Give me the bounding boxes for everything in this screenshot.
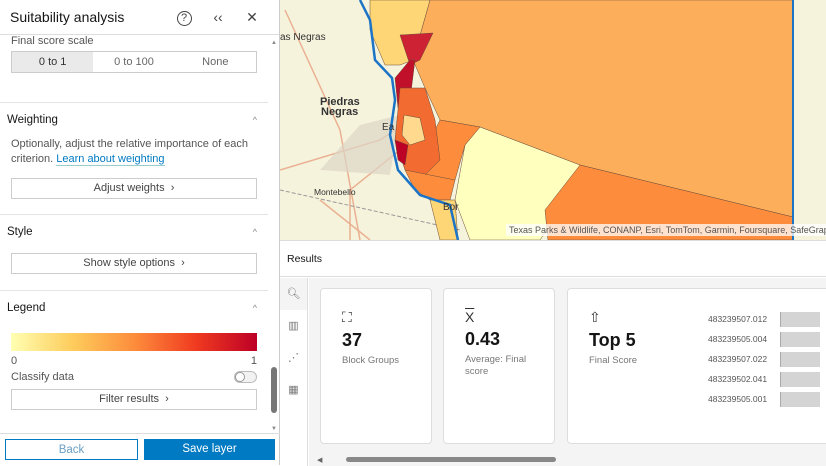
map-label-montebello: Montebello [314,187,356,197]
scroll-left-arrow[interactable]: ◀ [317,457,323,464]
top-five-card: ⇧ Top 5 Final Score 483239507.012 483239… [567,288,826,444]
average-score-label: Average: Final score [465,354,527,377]
collapse-icon[interactable]: ‹‹ [213,9,223,25]
style-title: Style [7,226,33,238]
polygon [544,164,794,240]
scale-option-0-100[interactable]: 0 to 100 [114,56,154,68]
score-bar [780,331,820,347]
block-group-polygons [369,0,794,240]
style-header[interactable]: Style ^ [7,215,257,249]
legend-header[interactable]: Legend ^ [7,291,257,325]
score-scale-control[interactable]: 0 to 1 0 to 100 None [11,51,257,73]
score-bar [780,351,820,367]
map-attribution: Texas Parks & Wildlife, CONANP, Esri, To… [506,224,826,236]
row-id: 483239502.041 [708,374,768,384]
polygon [401,114,426,146]
map-canvas: as Negras Piedras Negras Ea Montebello B… [280,0,794,240]
map-label-piedras: Piedras [320,96,360,108]
polygon [394,139,409,166]
close-icon[interactable]: ✕ [246,8,258,25]
weighting-section: Weighting ^ Optionally, adjust the relati… [0,103,268,215]
weighting-header[interactable]: Weighting ^ [7,103,257,137]
scale-option-none[interactable]: None [202,56,229,68]
railway-line [280,189,461,231]
score-scale-section: Final score scale 0 to 1 0 to 100 None [0,35,268,103]
legend-min: 0 [11,355,18,367]
scatter-plot-icon[interactable]: ⋰ [288,352,299,364]
legend-section: Legend ^ 0 1 Classify data Filter results … [0,291,268,433]
row-id: 483239507.012 [708,314,768,324]
results-horizontal-scrollbar[interactable] [346,457,556,462]
side-panel: Suitability analysis ? ‹‹ ✕ Final score … [0,0,280,465]
panel-title: Suitability analysis [10,9,125,25]
row-id: 483239507.022 [708,354,768,364]
top-five-value: Top 5 [589,330,636,350]
legend-color-ramp [11,333,257,351]
block-groups-card: ⛶ 37 Block Groups [320,288,432,444]
rio-grande-river [358,0,460,240]
chevron-up-icon[interactable]: ^ [252,115,257,125]
legend-title: Legend [7,302,46,314]
top-row: 483239505.001 [708,389,820,409]
results-title: Results [280,241,826,277]
results-toolbar: 🔍︎ ▥ ⋰ ▦ [280,278,308,466]
top-five-label: Final Score [589,355,638,366]
learn-weighting-link[interactable]: Learn about weighting [56,153,165,166]
row-id: 483239505.004 [708,334,768,344]
map-view[interactable]: as Negras Piedras Negras Ea Montebello B… [280,0,826,240]
results-panel: Results 🔍︎ ▥ ⋰ ▦ ⛶ 37 Block Groups X 0.4… [280,240,826,466]
legend-max: 1 [250,355,257,367]
map-label-las-negras: as Negras [280,32,326,43]
classify-data-toggle[interactable] [234,371,257,383]
classify-data-label: Classify data [11,371,74,383]
score-bar [780,391,820,407]
map-label-negras: Negras [321,106,358,118]
map-label-border: Bor [443,202,459,213]
panel-scrollbar[interactable]: ▲ ▼ [271,40,277,432]
save-layer-button[interactable]: Save layer [144,439,275,460]
chevron-up-icon[interactable]: ^ [252,303,257,313]
adjust-weights-button[interactable]: Adjust weights › [11,178,257,199]
top-row: 483239505.004 [708,329,820,349]
filter-results-button[interactable]: Filter results › [11,389,257,410]
average-score-value: 0.43 [465,329,501,349]
polygon [399,32,434,66]
map-label-eagle-pass: Ea [382,122,395,133]
scale-option-0-1[interactable]: 0 to 1 [12,52,94,72]
panel-header: Suitability analysis ? ‹‹ ✕ [0,0,279,35]
block-groups-label: Block Groups [342,355,400,366]
table-icon[interactable]: ▦ [288,384,299,396]
bar-chart-icon[interactable]: ▥ [288,320,299,332]
top-row: 483239507.022 [708,349,820,369]
panel-scrollbar-thumb[interactable] [271,367,277,413]
zoom-summary-icon[interactable]: 🔍︎ [280,278,307,310]
results-cards: ⛶ 37 Block Groups X 0.43 Average: Final … [309,278,826,466]
back-button[interactable]: Back [5,439,138,460]
mean-x-bar-icon: X [465,309,475,325]
weighting-description: Optionally, adjust the relative importan… [11,138,249,165]
style-section: Style ^ Show style options › [0,215,268,291]
weighting-title: Weighting [7,114,58,126]
average-score-card: X 0.43 Average: Final score [443,288,555,444]
row-id: 483239505.001 [708,394,768,404]
block-groups-value: 37 [342,330,363,350]
show-style-options-button[interactable]: Show style options › [11,253,257,274]
urban-area [320,115,400,175]
top-row: 483239502.041 [708,369,820,389]
top-row: 483239507.012 [708,309,820,329]
score-scale-label: Final score scale [11,35,94,47]
arrow-up-icon: ⇧ [589,309,601,325]
chevron-up-icon[interactable]: ^ [252,227,257,237]
help-icon[interactable]: ? [167,8,201,26]
score-bar [780,371,820,387]
score-bar [780,311,820,327]
top-five-bars: 483239507.012 483239505.004 483239507.02… [708,309,820,409]
polygon-icon: ⛶ [342,309,352,325]
